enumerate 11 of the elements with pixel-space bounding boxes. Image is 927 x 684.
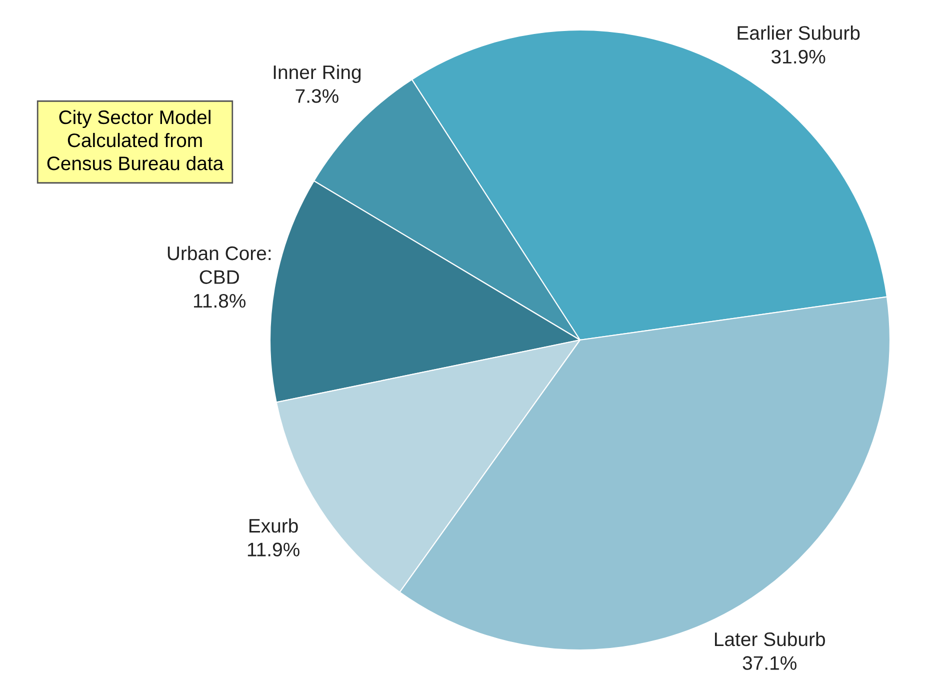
slice-label: Earlier Suburb [738, 26, 860, 40]
data-label: 37.1% [742, 656, 796, 670]
slice-label: Later Suburb [714, 632, 826, 646]
data-label: 11.9% [248, 542, 300, 556]
slice-label: Exurb [249, 518, 298, 533]
data-label: 31.9% [772, 50, 826, 64]
data-label: 11.8% [194, 294, 246, 308]
slice-label: Inner Ring [274, 64, 361, 83]
text: City Sector Model Calculated from Census Bureau data [47, 110, 224, 170]
slice-label: Urban Core: CBD [168, 246, 271, 284]
data-label: 7.3% [296, 89, 338, 103]
